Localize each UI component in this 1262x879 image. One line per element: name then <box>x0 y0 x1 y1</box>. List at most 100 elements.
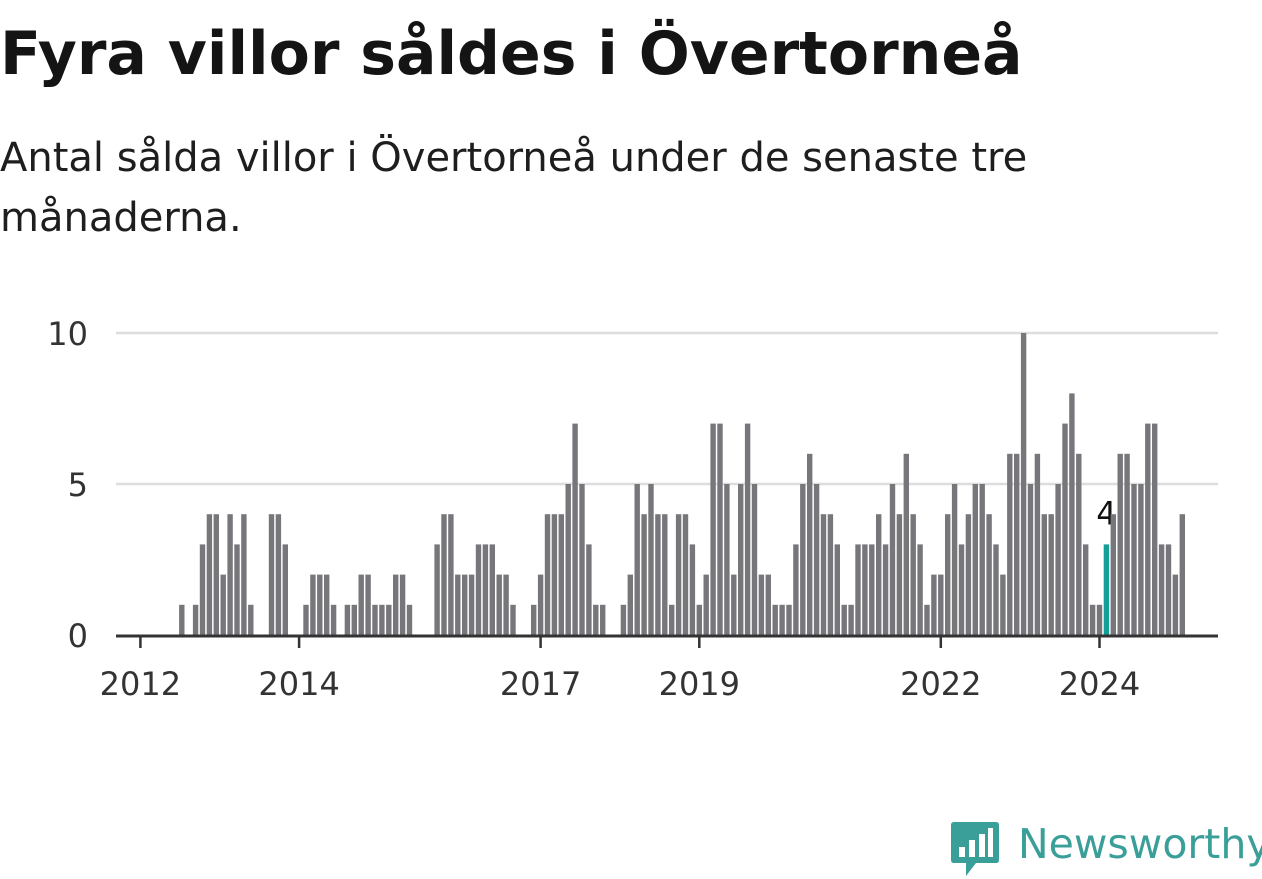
bar <box>365 574 371 635</box>
bar <box>586 544 592 635</box>
bar <box>910 514 916 635</box>
bar <box>1165 544 1172 635</box>
bar <box>738 484 744 635</box>
bar <box>399 574 406 635</box>
bar <box>386 604 392 635</box>
bar <box>620 604 627 635</box>
bar <box>682 514 689 635</box>
bar <box>248 604 254 635</box>
bar <box>807 453 813 635</box>
bar <box>1117 453 1123 635</box>
bar <box>786 604 792 635</box>
bar <box>1069 393 1075 635</box>
bar <box>1048 514 1054 635</box>
bar <box>903 453 909 635</box>
bar <box>503 574 509 635</box>
bar <box>227 514 233 635</box>
bar <box>641 514 647 635</box>
bar <box>489 544 495 635</box>
bar <box>724 484 730 635</box>
chart-title: Fyra villor såldes i Övertorneå <box>0 19 1023 89</box>
bar <box>655 514 661 635</box>
bar <box>358 574 364 635</box>
y-tick-label: 0 <box>68 617 88 655</box>
bar <box>1062 423 1068 635</box>
bar <box>876 514 882 635</box>
gridlines: 0 5 10 <box>47 315 1218 655</box>
bar <box>669 604 675 635</box>
bar <box>1138 484 1144 635</box>
bar <box>206 514 213 635</box>
bar <box>455 574 461 635</box>
bar <box>393 574 399 635</box>
bar <box>710 423 716 635</box>
bar <box>344 604 351 635</box>
bar <box>744 423 751 635</box>
bar <box>751 484 758 635</box>
bar <box>627 574 633 635</box>
bar <box>758 574 765 635</box>
chart-subtitle: Antal sålda villor i Övertorneå under de… <box>0 135 1028 241</box>
bar-chart-badge-icon <box>951 822 999 876</box>
bar <box>600 604 606 635</box>
bar <box>696 604 702 635</box>
bar <box>1110 514 1116 635</box>
bar <box>717 423 723 635</box>
x-tick-label: 2017 <box>500 665 581 703</box>
bar <box>965 514 972 635</box>
bar <box>179 604 185 635</box>
bar <box>634 484 640 635</box>
bar <box>434 544 440 635</box>
bar <box>1131 484 1137 635</box>
bar <box>558 514 564 635</box>
bar <box>689 544 696 635</box>
bar <box>496 574 502 635</box>
bar <box>772 604 778 635</box>
bar <box>475 544 482 635</box>
bar <box>855 544 861 635</box>
y-tick-label: 10 <box>47 315 88 353</box>
bar <box>675 514 682 635</box>
bar <box>793 544 799 635</box>
bar <box>1083 544 1089 635</box>
bar <box>268 514 275 635</box>
bar <box>1152 423 1158 635</box>
bar <box>593 604 599 635</box>
x-tick-label: 2019 <box>659 665 740 703</box>
x-tick-label: 2022 <box>900 665 981 703</box>
bar <box>869 544 875 635</box>
bar <box>1158 544 1165 635</box>
bar <box>565 484 571 635</box>
bar <box>1000 574 1006 635</box>
bar <box>1096 604 1103 635</box>
bar <box>351 604 357 635</box>
bar <box>827 514 834 635</box>
bar <box>330 604 337 635</box>
bar <box>234 544 240 635</box>
bar <box>379 604 385 635</box>
bar <box>986 514 992 635</box>
bar <box>468 574 475 635</box>
bar <box>1041 514 1047 635</box>
bar <box>1076 453 1082 635</box>
bar <box>510 604 516 635</box>
bar <box>945 514 951 635</box>
bar <box>862 544 868 635</box>
bar <box>572 423 578 635</box>
bar <box>303 604 309 635</box>
bar <box>482 544 489 635</box>
bar <box>213 514 219 635</box>
bar-chart: 0 5 10 4 2012 2014 2017 2019 2022 2024 <box>47 315 1218 703</box>
newsworthy-logo: Newsworthy <box>950 818 1262 878</box>
bar <box>310 574 316 635</box>
x-tick-label: 2014 <box>258 665 339 703</box>
bar <box>537 574 544 635</box>
x-tick-label: 2012 <box>100 665 181 703</box>
bar <box>199 544 206 635</box>
bar <box>192 604 199 635</box>
bar <box>1007 453 1013 635</box>
bar <box>551 514 558 635</box>
bar <box>372 604 378 635</box>
bar <box>1020 333 1027 635</box>
bar <box>882 544 889 635</box>
